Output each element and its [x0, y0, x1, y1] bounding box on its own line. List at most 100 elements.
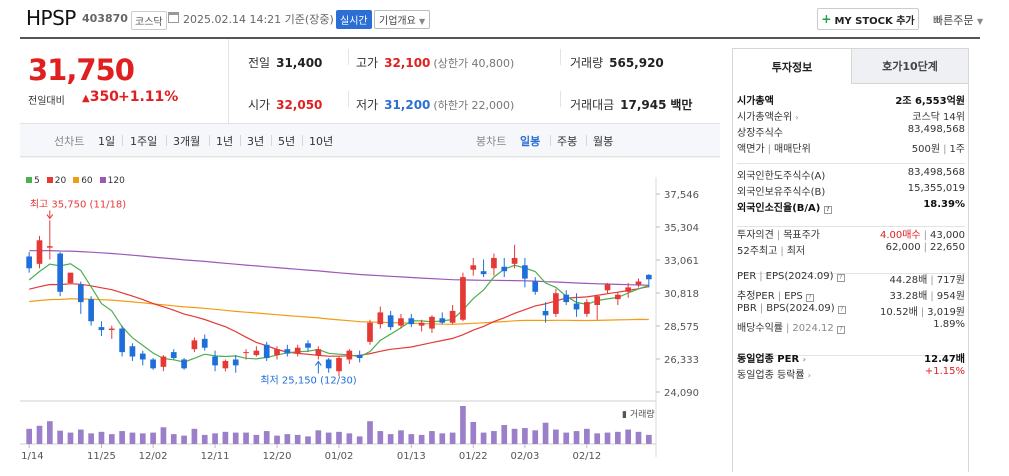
invest-info-panel: 투자정보 호가10단계 시가총액 2조 6,553억원 시가총액순위 › 코스닥…	[732, 48, 969, 472]
per-value: 44.28배 | 717원	[889, 275, 966, 286]
industry-rate-label[interactable]: 동일업종 등락률 ›	[737, 370, 811, 381]
candle-body	[98, 327, 105, 331]
volume-bar	[212, 433, 218, 444]
period-1w[interactable]: 1주일	[130, 135, 158, 148]
candle-body	[129, 346, 136, 357]
candle-body	[305, 343, 311, 348]
volume-bar	[201, 434, 208, 444]
industry-per-label[interactable]: 동일업종 PER ›	[737, 354, 806, 365]
period-1d[interactable]: 1일	[98, 135, 116, 148]
dividend-value: 1.89%	[933, 319, 965, 330]
face-unit-label: 액면가 | 매매단위	[737, 144, 811, 155]
corp-info-dropdown[interactable]: 기업개요 ▼	[374, 10, 431, 29]
info-icon[interactable]: ?	[823, 206, 832, 214]
candle-body	[532, 281, 539, 292]
candle-daily[interactable]: 일봉	[520, 135, 541, 148]
volume-bar	[429, 431, 435, 444]
candle-weekly[interactable]: 주봉	[557, 135, 578, 148]
price-chart[interactable]: 5 20 60 120 37,546 35,304 33,061 30,818 28,5…	[15, 156, 720, 472]
period-1y[interactable]: 1년	[216, 135, 234, 148]
x-tick-label: 01/02	[325, 451, 354, 462]
info-icon[interactable]: ?	[836, 274, 845, 282]
low-label: 저가	[356, 98, 379, 112]
y-tick-label: 24,090	[664, 388, 699, 399]
price-change: ▲350	[82, 89, 119, 105]
add-mystock-button[interactable]: + MY STOCK 추가	[817, 8, 919, 30]
up-triangle-icon: ▲	[82, 93, 90, 104]
face-unit-value: 500원 | 1주	[911, 144, 965, 155]
period-3y[interactable]: 3년	[247, 135, 265, 148]
info-tabs: 투자정보 호가10단계	[733, 49, 968, 84]
divider	[550, 135, 551, 146]
info-icon[interactable]: ?	[837, 306, 846, 314]
divider	[737, 355, 965, 356]
industry-per-row: 동일업종 PER › 12.47배	[737, 349, 965, 365]
volume-bar	[470, 421, 477, 444]
candle-body	[449, 310, 456, 323]
candle-body	[573, 303, 580, 310]
candle-body	[222, 360, 229, 369]
candle-monthly[interactable]: 월봉	[593, 135, 614, 148]
candle-body	[88, 299, 94, 322]
info-icon[interactable]: ?	[836, 326, 845, 334]
candle-body	[150, 359, 156, 369]
y-tick-label: 30,818	[664, 289, 699, 300]
calendar-icon	[168, 12, 179, 23]
foreign-limit-row: 외국인한도주식수(A) 83,498,568	[737, 166, 965, 182]
volume-bar	[511, 428, 518, 444]
prev-change-label: 전일대비	[28, 96, 65, 107]
volume-bar	[356, 436, 363, 444]
shares-value: 83,498,568	[907, 124, 965, 135]
cap-rank-row: 시가총액순위 › 코스닥 14위	[737, 107, 965, 123]
candle-body	[491, 257, 497, 269]
volume-bar	[129, 432, 136, 444]
shares-label: 상장주식수	[737, 128, 783, 139]
y-tick-label: 37,546	[664, 190, 699, 201]
tab-invest-info[interactable]: 투자정보	[733, 49, 851, 84]
trade-amount: 거래대금 17,945 백만	[570, 96, 692, 113]
open-price: 시가 32,050	[248, 96, 322, 113]
volume-bar	[377, 431, 384, 444]
chart-canvas[interactable]: 37,546 35,304 33,061 30,818 28,575 26,333 24,0…	[15, 156, 720, 472]
market-cap-value: 2조 6,553억원	[895, 96, 965, 107]
candle-body	[139, 353, 146, 360]
stock-header: HPSP 403870 코스닥 2025.02.14 14:21 기준(장중) …	[0, 0, 1009, 37]
volume-bar	[449, 432, 456, 444]
ma-legend-60: 60	[73, 176, 93, 186]
volume-value: 565,920	[609, 56, 664, 70]
candle-body	[191, 340, 198, 350]
volume-bar	[119, 431, 125, 444]
x-tick-label: 01/22	[459, 451, 488, 462]
quick-order-label: 빠른주문	[933, 14, 974, 27]
amount-label: 거래대금	[570, 98, 615, 112]
candle-body	[480, 271, 487, 275]
candle-chart-label: 봉차트	[476, 135, 507, 148]
opinion-label: 투자의견 | 목표주가	[737, 230, 820, 241]
info-icon[interactable]: ?	[805, 294, 814, 302]
tab-orderbook[interactable]: 호가10단계	[851, 49, 968, 84]
candle-body	[67, 272, 74, 283]
volume-bar	[294, 434, 301, 444]
candle-body	[26, 256, 33, 269]
candle-body	[263, 344, 270, 359]
volume-bar	[139, 433, 146, 444]
high-price: 고가 32,100 (상한가 40,800)	[356, 54, 514, 71]
candle-body	[429, 316, 435, 329]
industry-rate-value: +1.15%	[924, 366, 965, 377]
volume-bar	[181, 435, 187, 444]
foreign-ratio-label: 외국인소진율(B/A) ?	[737, 199, 832, 214]
quick-order-dropdown[interactable]: 빠른주문 ▼	[933, 12, 983, 28]
high-label: 고가	[356, 56, 379, 70]
period-10y[interactable]: 10년	[309, 135, 334, 148]
divider	[302, 135, 303, 146]
cap-rank-label[interactable]: 시가총액순위 ›	[737, 112, 799, 123]
realtime-button[interactable]: 실시간	[336, 10, 372, 29]
period-5y[interactable]: 5년	[278, 135, 296, 148]
candle-body	[170, 352, 177, 359]
low-value: 31,200	[384, 98, 431, 112]
chevron-down-icon: ▼	[976, 17, 984, 26]
low-price: 저가 31,200 (하한가 22,000)	[356, 96, 514, 113]
volume-bar	[398, 430, 404, 444]
period-3m[interactable]: 3개월	[173, 135, 201, 148]
volume-bar	[36, 425, 43, 444]
